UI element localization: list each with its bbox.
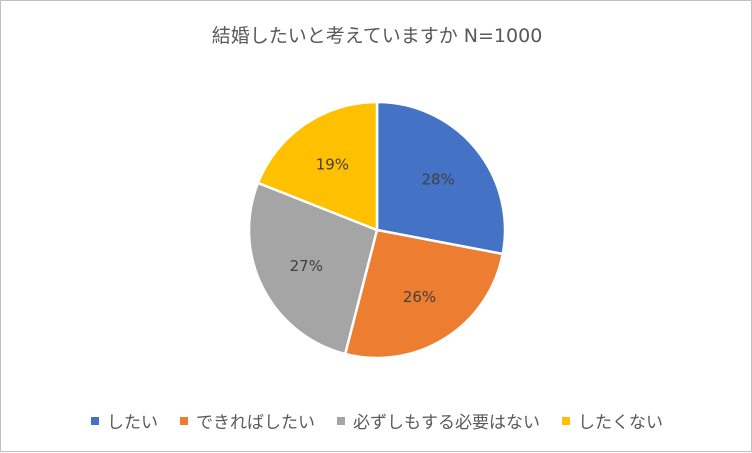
legend-label: したくない [578,413,663,433]
legend-item-0: したい [91,408,158,433]
legend-item-3: したくない [562,408,663,433]
data-label-3: 19% [316,155,349,173]
chart-title: 結婚したいと考えていますか N=1000 [211,25,543,47]
legend-item-1: できればしたい [180,408,315,433]
legend-item-2: 必ずしもする必要はない [337,408,540,433]
pie-slice-3 [256,100,379,232]
data-label-0: 28% [421,170,454,188]
legend-swatch [562,416,570,425]
pie-slice-1 [343,228,504,360]
chart-legend: したい できればしたい 必ずしもする必要はない したくない [1,408,752,433]
legend-swatch [180,416,188,425]
legend-label: 必ずしもする必要はない [353,413,540,433]
legend-label: できればしたい [196,413,315,433]
data-label-2: 27% [290,257,323,275]
data-label-1: 26% [403,288,436,306]
legend-swatch [337,416,345,425]
legend-label: したい [107,413,158,433]
pie-slice-2 [247,181,379,356]
legend-swatch [91,416,99,425]
pie-slice-0 [375,100,507,256]
